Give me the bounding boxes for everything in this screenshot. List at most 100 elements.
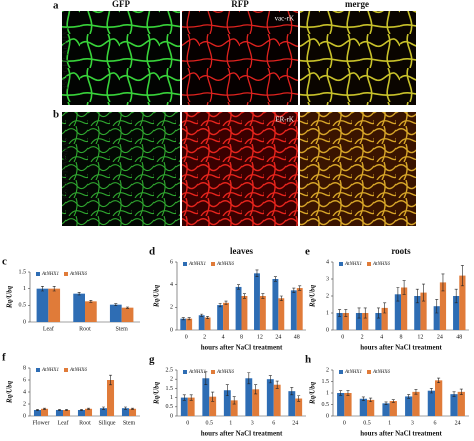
error-bar xyxy=(261,293,265,299)
x-tick-label: 6 xyxy=(272,420,275,426)
x-tick-label: Flower xyxy=(33,420,50,426)
error-bar xyxy=(242,293,246,299)
panel-label: g xyxy=(149,354,155,366)
error-bar xyxy=(211,391,215,402)
x-tick-label: 24 xyxy=(437,334,443,340)
error-bar xyxy=(123,406,127,410)
y-tick-label: 1.5 xyxy=(322,379,330,385)
bar xyxy=(278,298,285,330)
chart-title: roots xyxy=(391,246,411,256)
legend-label: AtNHX6 xyxy=(216,370,234,375)
x-tick-label: 0.5 xyxy=(206,420,214,426)
error-bar xyxy=(189,394,193,401)
y-axis-label: Rq/Ubq xyxy=(309,381,317,405)
legend-label: AtNHX6 xyxy=(216,262,234,267)
legend-label: AtNHX6 xyxy=(372,370,390,375)
bar xyxy=(55,410,63,416)
y-tick-label: 1 xyxy=(326,390,329,396)
error-bar xyxy=(224,300,228,305)
bar xyxy=(252,389,260,416)
error-bar xyxy=(454,288,458,304)
bar xyxy=(295,398,303,416)
x-tick-label: 0 xyxy=(186,420,189,426)
bar xyxy=(186,318,193,330)
bar xyxy=(230,400,238,416)
legend-swatch xyxy=(183,370,187,374)
error-bar xyxy=(437,377,441,383)
y-tick-label: 6 xyxy=(23,377,26,383)
y-axis-label: Rq/Ubq xyxy=(6,380,14,404)
legend-swatch xyxy=(211,370,215,374)
legend-swatch xyxy=(64,272,68,276)
panel-label: c xyxy=(2,256,7,268)
error-bar xyxy=(383,302,387,314)
error-bar xyxy=(218,303,222,308)
error-bar xyxy=(422,283,426,302)
legend-swatch xyxy=(36,272,40,276)
x-tick-label: 3 xyxy=(411,420,414,426)
panel-label: f xyxy=(2,352,6,364)
bar xyxy=(85,301,97,322)
error-bar xyxy=(346,390,350,396)
error-bar xyxy=(441,273,445,292)
bar xyxy=(459,275,466,330)
construct-label: 35S::GFP-AtNHX6 xyxy=(61,138,70,201)
bar xyxy=(217,305,224,330)
x-tick-label: Silique xyxy=(98,420,115,426)
x-tick-label: 0 xyxy=(341,334,344,340)
column-header: GFP xyxy=(112,0,130,9)
bar xyxy=(401,287,408,330)
error-bar xyxy=(254,384,258,395)
bar xyxy=(48,288,61,322)
y-tick-label: 0 xyxy=(326,413,329,419)
error-bar xyxy=(77,292,81,296)
error-bar xyxy=(273,276,277,282)
y-tick-label: 6 xyxy=(170,259,173,265)
bar xyxy=(77,410,85,416)
x-tick-label: 12 xyxy=(257,334,263,340)
y-tick-label: 0 xyxy=(170,413,173,419)
bar xyxy=(362,313,369,330)
micrograph xyxy=(62,112,180,226)
error-bar xyxy=(247,372,251,385)
panel-label: a xyxy=(53,0,59,12)
bar xyxy=(85,408,93,416)
micrograph xyxy=(182,112,298,226)
bar xyxy=(382,403,390,416)
error-bar xyxy=(232,396,236,405)
error-bar xyxy=(369,397,373,403)
bar xyxy=(296,288,303,330)
chart-title: leaves xyxy=(230,246,253,256)
y-tick-label: 8 xyxy=(23,365,26,371)
y-tick-label: 0.5 xyxy=(322,402,330,408)
error-bar xyxy=(109,374,113,386)
y-tick-label: 2 xyxy=(23,401,26,407)
y-tick-label: 1.5 xyxy=(19,269,27,275)
error-bar xyxy=(182,394,186,401)
y-tick-label: 0.5 xyxy=(19,303,27,309)
micrograph xyxy=(300,112,416,226)
error-bar xyxy=(361,396,365,401)
legend-label: AtNHX1 xyxy=(188,370,206,375)
x-axis-label: hours after NaCl treatment xyxy=(360,430,442,438)
x-tick-label: 4 xyxy=(222,334,225,340)
error-bar xyxy=(391,399,395,403)
error-bar xyxy=(200,313,204,317)
bar xyxy=(204,317,211,330)
bar xyxy=(180,318,187,330)
error-bar xyxy=(290,387,294,396)
error-bar xyxy=(459,388,463,395)
error-bar xyxy=(384,401,388,406)
y-tick-label: 4 xyxy=(170,282,173,288)
bar xyxy=(121,307,134,322)
y-tick-label: 0.5 xyxy=(166,404,174,410)
error-bar xyxy=(292,287,296,293)
y-tick-label: 2.5 xyxy=(166,367,174,373)
y-tick-label: 4 xyxy=(23,389,26,395)
legend-swatch xyxy=(339,370,343,374)
error-bar xyxy=(268,375,272,384)
x-tick-label: Stem xyxy=(123,420,136,426)
micrograph xyxy=(182,11,298,105)
x-tick-label: Root xyxy=(79,420,91,426)
x-tick-label: 12 xyxy=(417,334,423,340)
